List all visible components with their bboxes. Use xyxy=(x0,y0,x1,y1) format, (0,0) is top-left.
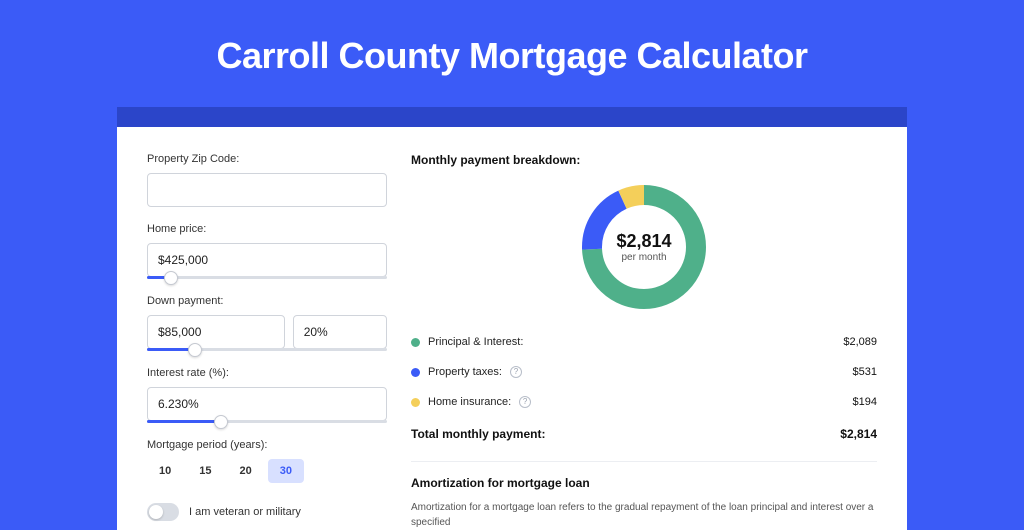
total-label: Total monthly payment: xyxy=(411,427,545,441)
legend-row: Principal & Interest: $2,089 xyxy=(411,327,877,357)
down-payment-amount-input[interactable] xyxy=(147,315,285,349)
veteran-label: I am veteran or military xyxy=(189,506,301,518)
accent-strip xyxy=(117,107,907,127)
period-options: 10152030 xyxy=(147,459,387,483)
form-panel: Property Zip Code: Home price: Down paym… xyxy=(147,153,387,530)
legend-value: $531 xyxy=(853,366,877,378)
period-option-15[interactable]: 15 xyxy=(187,459,223,483)
donut-chart-wrap: $2,814 per month xyxy=(411,179,877,327)
down-payment-slider[interactable] xyxy=(147,348,387,351)
legend-label: Home insurance: xyxy=(428,396,511,408)
donut-chart: $2,814 per month xyxy=(582,185,706,309)
zip-input[interactable] xyxy=(147,173,387,207)
total-row: Total monthly payment: $2,814 xyxy=(411,417,877,457)
legend-row: Home insurance:? $194 xyxy=(411,387,877,417)
interest-rate-label: Interest rate (%): xyxy=(147,367,387,379)
period-option-20[interactable]: 20 xyxy=(228,459,264,483)
interest-rate-field: Interest rate (%): xyxy=(147,367,387,423)
down-payment-label: Down payment: xyxy=(147,295,387,307)
zip-label: Property Zip Code: xyxy=(147,153,387,165)
info-icon[interactable]: ? xyxy=(510,366,522,378)
veteran-row: I am veteran or military xyxy=(147,503,387,521)
down-payment-percent-input[interactable] xyxy=(293,315,387,349)
legend-label: Property taxes: xyxy=(428,366,502,378)
amortization-section: Amortization for mortgage loan Amortizat… xyxy=(411,461,877,530)
total-value: $2,814 xyxy=(840,427,877,441)
home-price-input[interactable] xyxy=(147,243,387,277)
period-option-30[interactable]: 30 xyxy=(268,459,304,483)
period-field: Mortgage period (years): 10152030 xyxy=(147,439,387,483)
legend-dot xyxy=(411,338,420,347)
legend-value: $194 xyxy=(853,396,877,408)
interest-rate-input[interactable] xyxy=(147,387,387,421)
donut-sub: per month xyxy=(621,252,666,263)
info-icon[interactable]: ? xyxy=(519,396,531,408)
home-price-slider[interactable] xyxy=(147,276,387,279)
home-price-field: Home price: xyxy=(147,223,387,279)
legend-label: Principal & Interest: xyxy=(428,336,523,348)
down-payment-field: Down payment: xyxy=(147,295,387,351)
veteran-toggle[interactable] xyxy=(147,503,179,521)
period-option-10[interactable]: 10 xyxy=(147,459,183,483)
legend-list: Principal & Interest: $2,089 Property taxe… xyxy=(411,327,877,417)
breakdown-title: Monthly payment breakdown: xyxy=(411,153,877,167)
amortization-text: Amortization for a mortgage loan refers … xyxy=(411,500,877,530)
legend-row: Property taxes:? $531 xyxy=(411,357,877,387)
hero: Carroll County Mortgage Calculator xyxy=(0,0,1024,107)
page-title: Carroll County Mortgage Calculator xyxy=(0,35,1024,77)
period-label: Mortgage period (years): xyxy=(147,439,387,451)
toggle-knob xyxy=(149,505,163,519)
legend-value: $2,089 xyxy=(843,336,877,348)
donut-amount: $2,814 xyxy=(616,231,671,252)
interest-rate-slider[interactable] xyxy=(147,420,387,423)
donut-center: $2,814 per month xyxy=(582,185,706,309)
breakdown-panel: Monthly payment breakdown: $2,814 per mo… xyxy=(411,153,877,530)
home-price-label: Home price: xyxy=(147,223,387,235)
amortization-title: Amortization for mortgage loan xyxy=(411,476,877,490)
calculator-card: Property Zip Code: Home price: Down paym… xyxy=(117,127,907,530)
legend-dot xyxy=(411,368,420,377)
legend-dot xyxy=(411,398,420,407)
zip-field: Property Zip Code: xyxy=(147,153,387,207)
